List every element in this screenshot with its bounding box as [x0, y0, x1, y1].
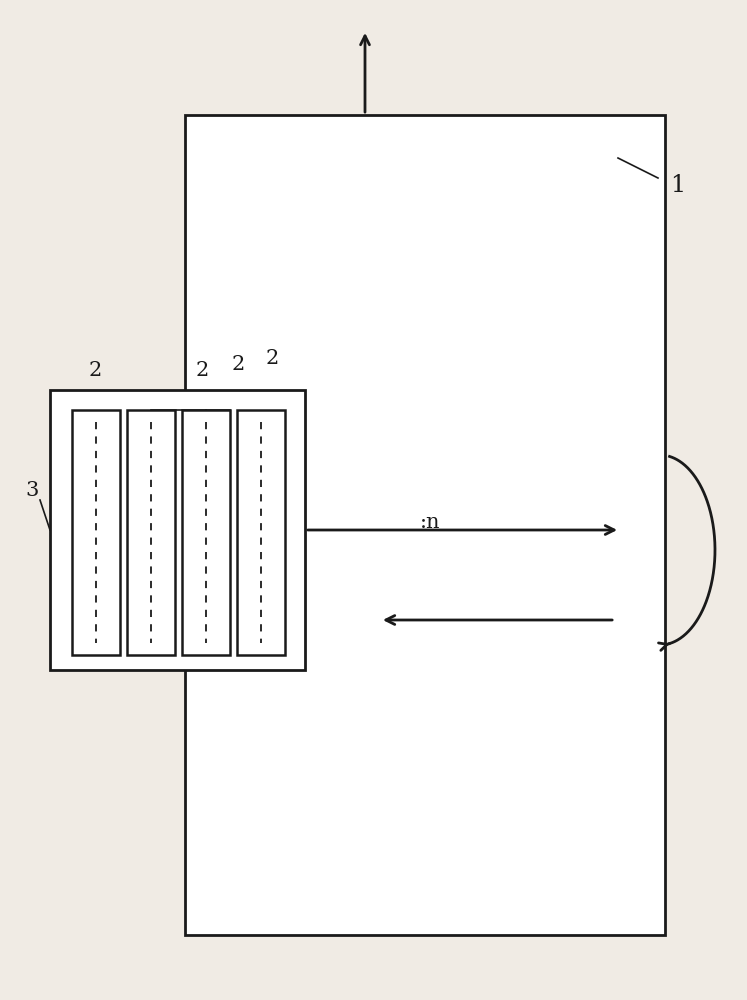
Text: :n: :n — [420, 512, 440, 532]
Text: 2: 2 — [88, 360, 102, 379]
Bar — [237, 410, 285, 655]
Bar — [72, 410, 120, 655]
Text: 1: 1 — [670, 174, 685, 196]
Bar — [182, 410, 230, 655]
Bar — [185, 115, 665, 935]
Text: 2: 2 — [265, 349, 279, 367]
Bar — [127, 410, 175, 655]
Bar — [50, 390, 305, 670]
Text: 2: 2 — [196, 360, 208, 379]
Text: 2: 2 — [232, 356, 244, 374]
Text: 3: 3 — [25, 481, 39, 499]
